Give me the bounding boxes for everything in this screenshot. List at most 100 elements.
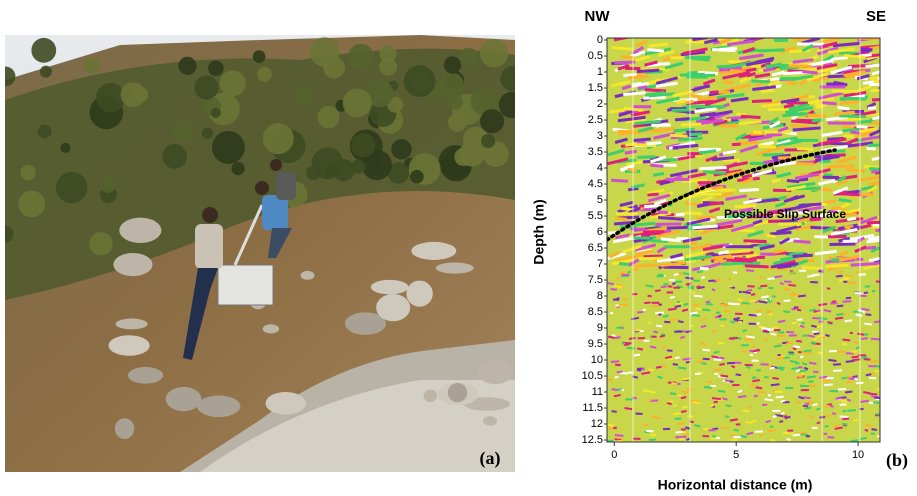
reflection <box>658 274 663 275</box>
reflection <box>714 352 720 353</box>
reflection <box>612 411 617 412</box>
annotation: Possible Slip Surface <box>724 207 846 221</box>
reflection <box>731 338 738 339</box>
reflection <box>752 350 760 351</box>
rock <box>406 281 432 307</box>
reflection <box>760 364 768 365</box>
reflection <box>793 255 813 256</box>
reflection <box>807 376 816 377</box>
reflection <box>797 310 801 311</box>
reflection <box>864 292 868 293</box>
reflection <box>647 143 662 144</box>
tree <box>379 58 397 76</box>
reflection <box>824 384 833 385</box>
reflection <box>758 50 784 51</box>
reflection <box>663 347 666 348</box>
reflection <box>683 406 688 407</box>
reflection <box>793 434 801 435</box>
torso <box>276 172 296 200</box>
reflection <box>855 293 863 294</box>
reflection <box>833 370 842 371</box>
reflection <box>759 146 776 147</box>
reflection <box>694 296 703 297</box>
tree <box>96 83 125 112</box>
reflection <box>772 296 775 297</box>
reflection <box>650 346 656 347</box>
reflection <box>678 423 685 424</box>
reflection <box>780 283 783 284</box>
reflection <box>843 136 854 137</box>
reflection <box>864 324 871 325</box>
reflection <box>612 47 633 49</box>
torso <box>195 224 223 269</box>
reflection <box>703 350 710 351</box>
reflection <box>817 311 820 312</box>
reflection <box>831 259 839 260</box>
reflection <box>701 277 705 278</box>
reflection <box>664 322 670 323</box>
reflection <box>675 357 680 358</box>
tree <box>194 75 218 99</box>
reflection <box>738 299 743 300</box>
reflection <box>637 312 643 313</box>
reflection <box>742 330 746 331</box>
reflection <box>675 119 690 120</box>
reflection <box>824 406 829 407</box>
reflection <box>840 98 867 99</box>
reflection <box>674 129 695 131</box>
reflection <box>743 292 751 293</box>
rock <box>108 335 149 356</box>
reflection <box>643 424 648 425</box>
reflection <box>857 334 864 335</box>
reflection <box>628 169 637 171</box>
reflection <box>703 172 726 173</box>
reflection <box>754 396 758 397</box>
reflection <box>837 272 842 273</box>
reflection <box>783 416 787 417</box>
y-tick-label: 4.5 <box>588 178 603 190</box>
reflection <box>678 368 687 369</box>
tree <box>306 166 321 181</box>
reflection <box>780 400 785 401</box>
reflection <box>627 348 635 349</box>
reflection <box>693 402 700 403</box>
reflection <box>793 346 800 347</box>
reflection <box>764 377 768 378</box>
reflection <box>778 197 786 199</box>
reflection <box>804 352 812 353</box>
reflection <box>703 359 710 360</box>
reflection <box>847 218 856 220</box>
reflection <box>777 367 785 368</box>
reflection <box>723 82 733 84</box>
reflection <box>839 194 861 195</box>
reflection <box>746 290 752 291</box>
reflection <box>860 401 869 402</box>
y-tick-label: 2.5 <box>588 114 603 126</box>
reflection <box>830 406 833 407</box>
reflection <box>680 337 684 338</box>
y-tick-label: 3.5 <box>588 146 603 158</box>
reflection <box>746 336 755 337</box>
reflection <box>738 322 742 323</box>
tree <box>231 162 244 175</box>
reflection <box>614 395 621 396</box>
reflection <box>730 419 738 420</box>
reflection <box>849 378 854 379</box>
reflection <box>751 421 756 422</box>
reflection <box>830 244 856 245</box>
reflection <box>719 252 729 254</box>
reflection <box>607 283 614 284</box>
reflection <box>843 301 852 302</box>
tree <box>317 106 339 128</box>
reflection <box>793 348 796 349</box>
reflection <box>628 372 633 373</box>
reflection <box>845 392 852 393</box>
rock <box>376 294 410 321</box>
reflection <box>701 363 706 364</box>
tree <box>31 38 56 63</box>
reflection <box>695 309 702 310</box>
reflection <box>872 429 877 430</box>
reflection <box>611 180 628 181</box>
rock <box>113 253 152 276</box>
reflection <box>834 82 845 84</box>
